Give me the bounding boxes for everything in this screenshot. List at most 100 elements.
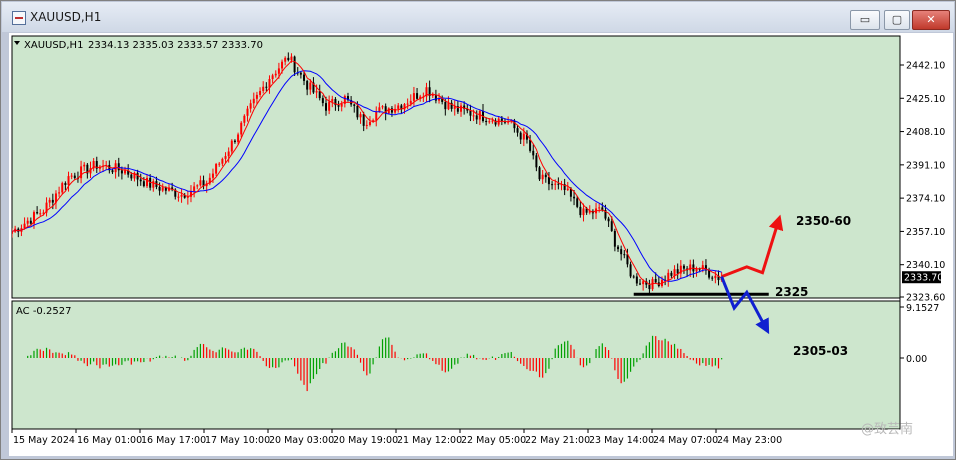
candle-body	[500, 118, 503, 122]
candle	[262, 81, 265, 94]
candle	[362, 111, 365, 132]
ma-fast-line	[12, 60, 722, 286]
candle-body	[566, 188, 569, 190]
candle-body	[281, 61, 284, 69]
candle-body	[268, 79, 271, 88]
candle-body	[262, 86, 265, 91]
candle	[337, 100, 340, 112]
price-axis-label: 2442.10	[906, 61, 945, 72]
ma-slow-line	[12, 70, 722, 282]
maximize-button[interactable]: ▢	[884, 10, 910, 30]
candle-body	[676, 269, 679, 274]
candle-body	[12, 231, 13, 234]
candle	[613, 228, 616, 252]
candle-body	[362, 114, 365, 126]
main-panel[interactable]	[11, 35, 901, 299]
candle-body	[240, 122, 243, 135]
candle	[682, 264, 685, 274]
candle-body	[215, 164, 218, 174]
candle-body	[629, 264, 632, 277]
candle-body	[579, 206, 582, 216]
time-axis-label: 16 May 01:00	[77, 435, 142, 446]
candle-body	[434, 94, 437, 101]
candle	[80, 160, 83, 184]
candle-body	[255, 94, 258, 99]
title-bar[interactable]: XAUUSD,H1 ▭ ▢ ✕	[2, 2, 954, 32]
candle-body	[419, 96, 422, 99]
candle	[569, 187, 572, 202]
candle-body	[95, 160, 98, 169]
candle-body	[23, 223, 26, 229]
candle-body	[538, 167, 541, 180]
candle-body	[86, 164, 89, 174]
price-axis-label: 2340.10	[906, 260, 945, 271]
candle	[607, 216, 610, 228]
bullish-scenario-arrow	[721, 214, 784, 278]
candle-body	[394, 108, 397, 113]
candle	[670, 270, 673, 278]
candle-body	[133, 172, 136, 179]
candle-body	[42, 212, 45, 214]
candle-body	[519, 132, 522, 140]
candle-body	[604, 210, 607, 219]
candle	[161, 183, 164, 193]
candle	[541, 170, 544, 185]
candle-body	[224, 156, 227, 159]
candle-body	[58, 192, 61, 194]
candle	[268, 75, 271, 94]
chart-menu-triangle-icon[interactable]	[14, 41, 20, 45]
candle	[186, 190, 189, 205]
time-axis-label: 24 May 07:00	[653, 435, 718, 446]
candle	[538, 165, 541, 181]
candle-body	[406, 103, 409, 105]
time-axis-label: 16 May 17:00	[141, 435, 206, 446]
candle-body	[51, 199, 54, 203]
candle-body	[673, 269, 676, 276]
candle-body	[626, 254, 629, 265]
candle	[617, 244, 620, 252]
close-button[interactable]: ✕	[912, 10, 950, 30]
candle	[255, 91, 258, 105]
candle-body	[368, 121, 371, 125]
candle-body	[328, 101, 331, 111]
candle-body	[92, 160, 95, 169]
candle-body	[80, 166, 83, 179]
candle-body	[139, 179, 142, 182]
candle-body	[36, 212, 39, 214]
candle-body	[460, 105, 463, 112]
candle-body	[582, 208, 585, 216]
candle	[620, 245, 623, 261]
candle-body	[541, 174, 544, 180]
candle	[623, 249, 626, 259]
bullish-target-label: 2350-60	[796, 214, 851, 228]
candle-body	[412, 93, 415, 101]
minimize-button[interactable]: ▭	[850, 10, 880, 30]
candle-body	[585, 208, 588, 213]
candle	[26, 217, 29, 226]
candle-body	[39, 213, 42, 215]
candle	[146, 174, 149, 189]
candle	[224, 152, 227, 164]
candle-body	[466, 108, 469, 111]
candle	[61, 181, 64, 195]
candle-body	[384, 106, 387, 114]
candle	[406, 98, 409, 110]
candle	[230, 139, 233, 155]
candle-body	[513, 120, 516, 129]
candle-body	[516, 128, 519, 133]
candle-body	[299, 72, 302, 75]
candle-body	[334, 99, 337, 106]
candle-body	[544, 174, 547, 178]
candle	[573, 190, 576, 206]
price-chart[interactable]: 2442.10 2425.10 2408.10 2391.10 2374.10 2357.…	[9, 33, 953, 456]
candle-body	[274, 73, 277, 76]
candle	[196, 184, 199, 190]
symbol-label: XAUUSD,H1	[24, 40, 83, 51]
indicator-panel[interactable]	[11, 300, 901, 430]
candle-body	[309, 82, 312, 90]
candle	[676, 263, 679, 280]
chart-area[interactable]: 2442.10 2425.10 2408.10 2391.10 2374.10 2357.…	[9, 33, 953, 456]
candle-body	[453, 106, 456, 109]
candle-body	[211, 173, 214, 178]
candle-body	[547, 177, 550, 185]
